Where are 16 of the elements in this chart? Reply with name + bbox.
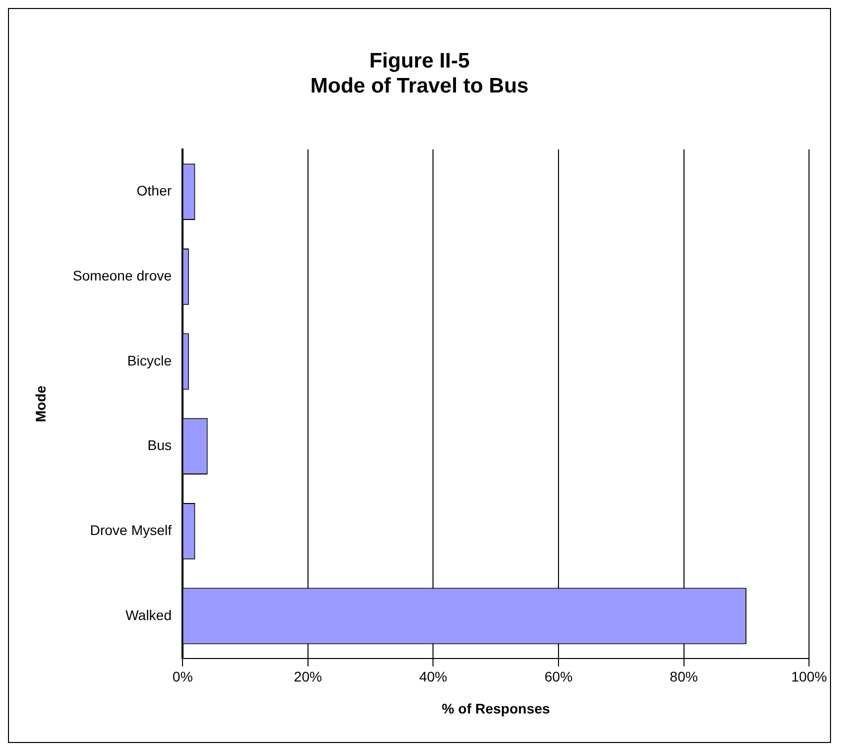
- y-axis-title: Mode: [32, 385, 48, 422]
- y-tick-label: Bus: [148, 437, 172, 454]
- y-tick-label: Walked: [125, 606, 172, 623]
- y-tick-label: Drove Myself: [90, 522, 172, 538]
- x-tick-label: 60%: [544, 668, 573, 685]
- x-tick-label: 20%: [294, 668, 322, 685]
- y-tick-label: Other: [136, 182, 172, 199]
- x-tick-label: 80%: [670, 668, 698, 685]
- x-tick-label: 0%: [172, 668, 193, 685]
- text: Mode of Travel to Bus: [310, 74, 529, 98]
- x-tick-label: 100%: [791, 668, 828, 685]
- y-tick-label: Bicycle: [127, 352, 172, 368]
- y-tick-label: Someone drove: [72, 268, 172, 284]
- x-tick-label: 40%: [419, 668, 448, 685]
- x-axis-title: % of Responses: [442, 700, 550, 716]
- text: Figure II-5: [369, 49, 470, 72]
